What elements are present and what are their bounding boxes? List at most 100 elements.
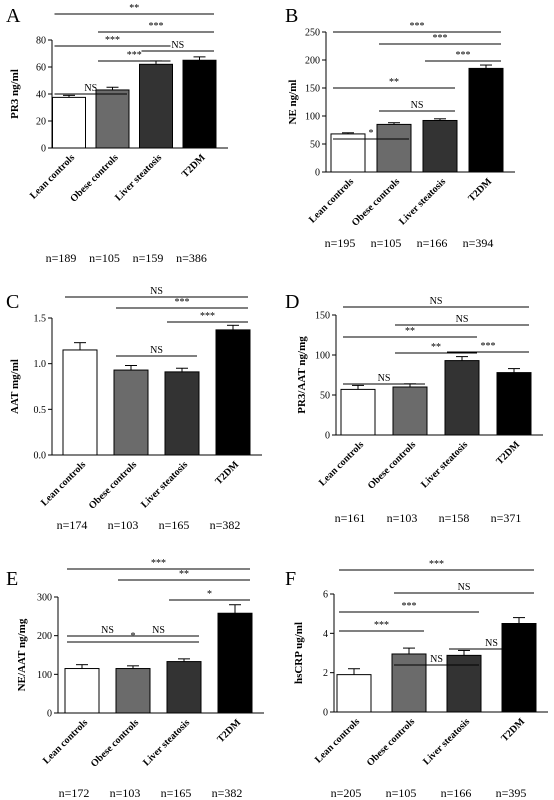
panel-letter: D <box>285 291 299 313</box>
panel-F: F 0 2 4 6 hsCRP ug/ml Lean controls Obese contr… <box>285 559 548 800</box>
y-tick-label: 200 <box>37 631 52 642</box>
category-label: Obese controls <box>87 459 139 511</box>
n-label: n=205 <box>331 786 362 800</box>
significance-label: NS <box>150 345 163 356</box>
significance-label: *** <box>149 21 164 32</box>
bar <box>64 668 100 714</box>
panel-B: B 0 50 100 150 200 250 NE ng/ml Lean controlsObe… <box>285 5 515 250</box>
bar <box>468 67 504 173</box>
y-tick-label: 100 <box>305 112 320 123</box>
significance-label: *** <box>456 50 471 61</box>
n-label: n=386 <box>176 251 207 265</box>
n-label: n=172 <box>59 786 90 800</box>
panel-letter: B <box>285 5 298 27</box>
bar <box>166 661 202 714</box>
y-tick-label: 60 <box>36 63 46 74</box>
n-label: n=165 <box>159 518 190 532</box>
bar <box>330 133 366 173</box>
panel-D: D 0 50 100 150 PR3/AAT ng/mg Lean controls Obes… <box>285 291 543 525</box>
significance-label: *** <box>200 311 215 322</box>
bar <box>139 63 173 149</box>
y-tick-label: 50 <box>310 140 320 151</box>
category-label: T2DM <box>466 176 494 204</box>
significance-label: NS <box>430 296 443 307</box>
panel-letter: C <box>6 291 19 313</box>
category-label: Obese controls <box>365 716 417 768</box>
category-label: Lean controls <box>307 176 356 225</box>
y-tick-label: 4 <box>323 629 328 640</box>
n-label: n=174 <box>57 518 88 532</box>
significance-label: * <box>207 589 212 600</box>
bar <box>422 119 458 173</box>
category-label: T2DM <box>213 459 241 487</box>
n-label: n=103 <box>387 511 418 525</box>
y-tick-label: 6 <box>323 590 328 601</box>
category-label: T2DM <box>494 439 522 467</box>
significance-label: NS <box>101 625 114 636</box>
y-tick-label: 0.5 <box>34 405 47 416</box>
n-label: n=395 <box>496 786 527 800</box>
bar <box>376 123 412 173</box>
category-label: Lean controls <box>41 717 90 766</box>
significance-label: NS <box>485 638 498 649</box>
y-axis-label: PR3/AAT ng/mg <box>296 336 308 414</box>
panel-C: C 0.0 0.5 1.0 1.5 AAT mg/ml Lean controlsObese… <box>6 286 262 532</box>
y-tick-label: 100 <box>37 670 52 681</box>
category-label: Obese controls <box>89 717 141 769</box>
significance-label: ** <box>179 569 189 580</box>
bar <box>52 96 86 149</box>
y-tick-label: 40 <box>36 90 46 101</box>
significance-label: *** <box>429 559 444 570</box>
category-label: Obese controls <box>366 439 418 491</box>
bar <box>496 372 532 436</box>
n-label: n=166 <box>441 786 472 800</box>
category-label: Liver steatosis <box>397 176 448 227</box>
significance-label: *** <box>374 620 389 631</box>
n-label: n=105 <box>89 251 120 265</box>
bar <box>391 653 427 713</box>
n-label: n=195 <box>325 236 356 250</box>
bar <box>215 329 251 456</box>
y-tick-label: 150 <box>315 311 330 322</box>
panel-E: E 0 100 200 300 NE/AAT ng/mg Lean controlsObes… <box>6 558 264 800</box>
n-label: n=103 <box>108 518 139 532</box>
significance-label: *** <box>402 601 417 612</box>
n-label: n=165 <box>161 786 192 800</box>
y-tick-label: 0.0 <box>34 451 47 462</box>
bar <box>336 674 372 713</box>
significance-label: NS <box>378 373 391 384</box>
bar <box>217 612 253 714</box>
bar <box>164 371 200 456</box>
significance-label: ** <box>129 3 139 14</box>
significance-label: * <box>369 128 374 139</box>
y-tick-label: 150 <box>305 84 320 95</box>
significance-label: *** <box>175 297 190 308</box>
bar <box>113 369 149 456</box>
category-label: Liver steatosis <box>421 716 472 767</box>
category-label: Lean controls <box>317 439 366 488</box>
bar <box>340 388 376 436</box>
y-tick-label: 0 <box>323 708 328 719</box>
significance-label: NS <box>171 40 184 51</box>
y-axis-label: hsCRP ug/ml <box>293 622 305 684</box>
y-tick-label: 50 <box>320 391 330 402</box>
significance-label: *** <box>151 558 166 569</box>
bar <box>501 623 537 713</box>
bar <box>62 349 98 456</box>
n-label: n=382 <box>210 518 241 532</box>
bar <box>95 89 130 149</box>
category-label: Lean controls <box>313 716 362 765</box>
n-label: n=158 <box>439 511 470 525</box>
significance-label: *** <box>481 341 496 352</box>
y-axis-label: NE ng/ml <box>287 80 299 125</box>
y-tick-label: 1.0 <box>34 359 47 370</box>
significance-label: NS <box>152 625 165 636</box>
y-tick-label: 0 <box>47 709 52 720</box>
y-tick-label: 250 <box>305 28 320 39</box>
n-label: n=382 <box>212 786 243 800</box>
category-label: T2DM <box>499 716 527 744</box>
y-tick-label: 0 <box>41 144 46 155</box>
n-label: n=394 <box>463 236 494 250</box>
